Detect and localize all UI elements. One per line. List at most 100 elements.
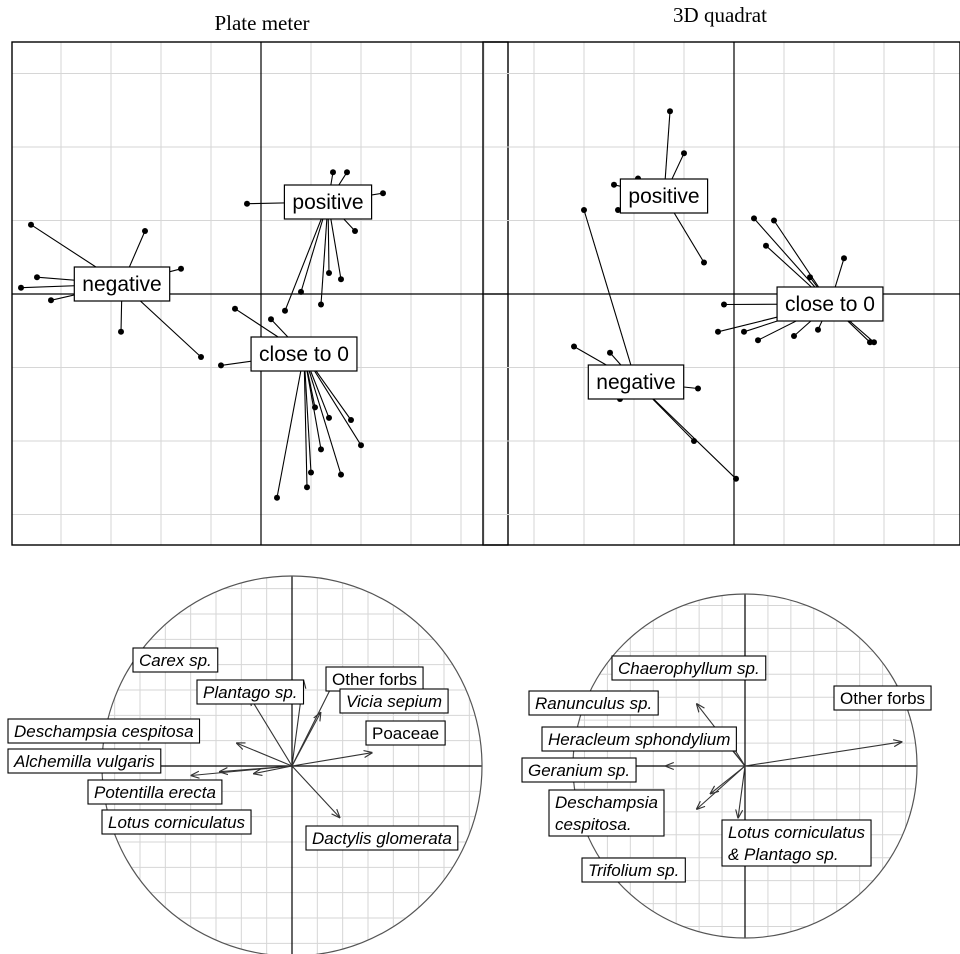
data-point-positive (326, 270, 332, 276)
species-label-text: Potentilla erecta (94, 783, 216, 802)
data-point-close-to-0 (841, 255, 847, 262)
species-label-box (548, 789, 665, 837)
species-label-other-forbs: Other forbs (833, 685, 932, 711)
vector-dactylis-glomerata (291, 765, 340, 817)
species-label-deschampsia-cespitosa: Deschampsia cespitosa (7, 718, 201, 744)
data-point-close-to-0 (308, 469, 314, 476)
data-point-positive (330, 169, 336, 176)
data-point-positive (244, 200, 250, 207)
data-point-positive (282, 307, 288, 314)
species-label-box (87, 779, 223, 805)
data-point-negative (178, 265, 184, 272)
data-point-close-to-0 (715, 328, 721, 335)
group-label-close-to-0: close to 0 (785, 293, 875, 316)
data-point-close-to-0 (755, 337, 761, 344)
data-point-close-to-0 (741, 328, 747, 335)
species-label-box (833, 685, 932, 711)
arrow-deschampsia-cespitosa (697, 765, 746, 809)
vector-poaceae (291, 753, 372, 767)
species-label-text: Heracleum sphondylium (548, 730, 730, 749)
arrow-potentilla-erecta (220, 765, 293, 772)
group-negative: negative (18, 221, 204, 360)
plate-meter-scores-plot: positive negative close to 0 (11, 41, 509, 546)
data-point-close-to-0 (358, 442, 364, 449)
species-label-box (611, 655, 767, 681)
group-label-box (587, 364, 685, 400)
data-point-close-to-0 (791, 333, 797, 339)
spoke-close-to-0 (276, 353, 305, 498)
arrow-carex-sp (250, 698, 293, 767)
data-point-negative (571, 343, 577, 350)
data-point-negative (733, 475, 739, 482)
spoke-negative (583, 209, 637, 383)
species-label-text: Geranium sp. (528, 761, 630, 780)
species-label-text: Chaerophyllum sp. (618, 659, 760, 678)
data-point-close-to-0 (304, 484, 310, 491)
data-point-positive (298, 288, 304, 295)
data-point-close-to-0 (274, 494, 280, 501)
group-label-box (73, 266, 171, 302)
data-point-close-to-0 (326, 414, 332, 421)
data-point-negative (607, 349, 613, 356)
species-label-text: Vicia sepium (346, 692, 442, 711)
species-label-lotus-corniculatus: Lotus corniculatus (101, 809, 252, 835)
species-label-box (365, 720, 446, 746)
arrow-other-forbs (744, 742, 902, 767)
spoke-close-to-0 (303, 353, 308, 488)
species-label-text: Poaceae (372, 724, 439, 743)
species-label-box (339, 688, 449, 714)
species-label-text: Other forbs (332, 670, 417, 689)
arrow-dactylis-glomerata (291, 765, 340, 817)
species-label-text: Trifolium sp. (588, 861, 679, 880)
arrow-vicia-sepium (291, 713, 321, 767)
species-label-text: Lotus corniculatus (108, 813, 246, 832)
species-label-deschampsia-cespitosa: Deschampsia cespitosa. (548, 789, 665, 837)
data-point-close-to-0 (338, 471, 344, 478)
data-point-positive (681, 150, 687, 157)
species-label-text: Ranunculus sp. (535, 694, 652, 713)
data-point-positive (615, 207, 621, 213)
plate-meter-correlation-circle: Carex sp. Plantago sp. Other forbs Vicia se… (7, 575, 483, 954)
species-label-alchemilla-vulgaris: Alchemilla vulgaris (7, 748, 162, 774)
data-point-close-to-0 (771, 217, 777, 224)
group-negative: negative (571, 207, 739, 482)
species-label-text: Alchemilla vulgaris (13, 752, 155, 771)
quadrat-title: 3D quadrat (673, 3, 767, 27)
data-point-positive (344, 169, 350, 176)
data-point-close-to-0 (871, 339, 877, 346)
vector-deschampsia-cespitosa (237, 743, 293, 767)
data-point-negative (34, 274, 40, 281)
spoke-close-to-0 (303, 353, 312, 473)
plate-meter-title: Plate meter (214, 11, 309, 35)
data-point-positive (701, 259, 707, 266)
group-positive: positive (611, 108, 709, 266)
species-label-other-forbs: Other forbs (325, 666, 424, 692)
arrow-deschampsia-cespitosa (237, 743, 293, 767)
species-label-box (581, 857, 686, 883)
data-point-negative (695, 385, 701, 392)
spoke-close-to-0 (303, 353, 342, 475)
group-label-negative: negative (82, 273, 161, 296)
vector-other-forbs (744, 742, 902, 767)
plot-frame (482, 41, 960, 546)
group-label-box (619, 178, 709, 214)
quadrat-correlation-circle: Chaerophyllum sp. Ranunculus sp. Heracleum… (521, 593, 932, 939)
group-label-positive: positive (628, 185, 699, 208)
data-point-positive (352, 228, 358, 234)
species-label-box (7, 748, 162, 774)
species-label-poaceae: Poaceae (365, 720, 446, 746)
species-label-text: Plantago sp. (203, 683, 298, 702)
group-positive: positive (244, 169, 386, 314)
species-label-heracleum-sphondylium: Heracleum sphondylium (541, 726, 737, 752)
species-label-box (721, 819, 872, 867)
data-point-positive (667, 108, 673, 115)
vector-carex-sp (250, 698, 293, 767)
vector-potentilla-erecta (220, 765, 293, 772)
vector-trifolium-sp (711, 765, 746, 794)
arrow-lotus-corniculatus-plantago-sp (738, 765, 746, 818)
species-label-box (101, 809, 252, 835)
vector-vicia-sepium (291, 713, 321, 767)
species-label-geranium-sp: Geranium sp. (521, 757, 637, 783)
group-label-box (283, 184, 373, 220)
species-label-vicia-sepium: Vicia sepium (339, 688, 449, 714)
